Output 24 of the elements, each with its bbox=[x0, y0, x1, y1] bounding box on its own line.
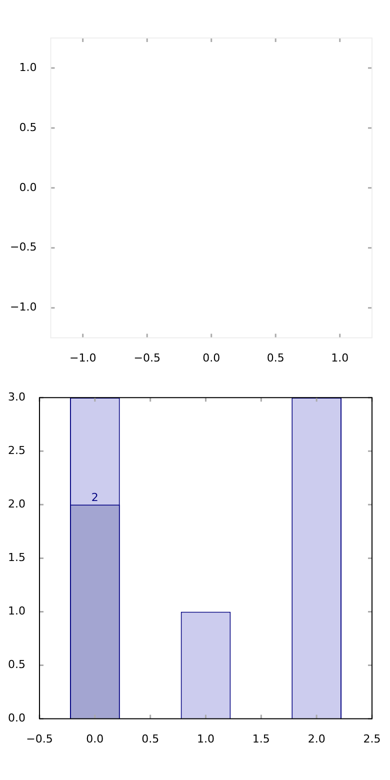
x-tick-label: 1.0 bbox=[196, 732, 214, 746]
y-tick-label: −1.0 bbox=[10, 300, 37, 314]
data-label: 2 bbox=[91, 491, 98, 504]
x-tick-label: 1.0 bbox=[331, 351, 349, 364]
x-tick-label: −1.0 bbox=[69, 351, 96, 364]
x-tick-label: 1.5 bbox=[252, 732, 270, 746]
y-tick-label: 0.0 bbox=[8, 712, 26, 725]
x-tick-label: −0.5 bbox=[134, 351, 160, 364]
y-tick-label: −0.5 bbox=[10, 240, 37, 254]
y-tick-label: 1.0 bbox=[8, 604, 26, 618]
y-tick-label: 1.0 bbox=[19, 60, 37, 74]
y-tick-label: 0.5 bbox=[19, 120, 37, 134]
y-tick-label: 0.5 bbox=[8, 658, 26, 672]
x-tick-label: 0.5 bbox=[142, 732, 160, 746]
y-tick-label: 3.0 bbox=[8, 390, 26, 404]
y-tick-label: 2.5 bbox=[8, 444, 26, 457]
y-tick-label: 2.0 bbox=[8, 498, 26, 511]
x-tick-label: 0.0 bbox=[86, 732, 104, 746]
y-tick-label: 0.0 bbox=[19, 180, 37, 194]
y-tick-label: 1.5 bbox=[8, 551, 26, 564]
x-tick-label: 0.5 bbox=[266, 351, 284, 364]
x-tick-label: 2.0 bbox=[308, 732, 326, 746]
x-tick-label: 0.0 bbox=[202, 351, 220, 364]
x-tick-label: 2.5 bbox=[363, 732, 381, 746]
